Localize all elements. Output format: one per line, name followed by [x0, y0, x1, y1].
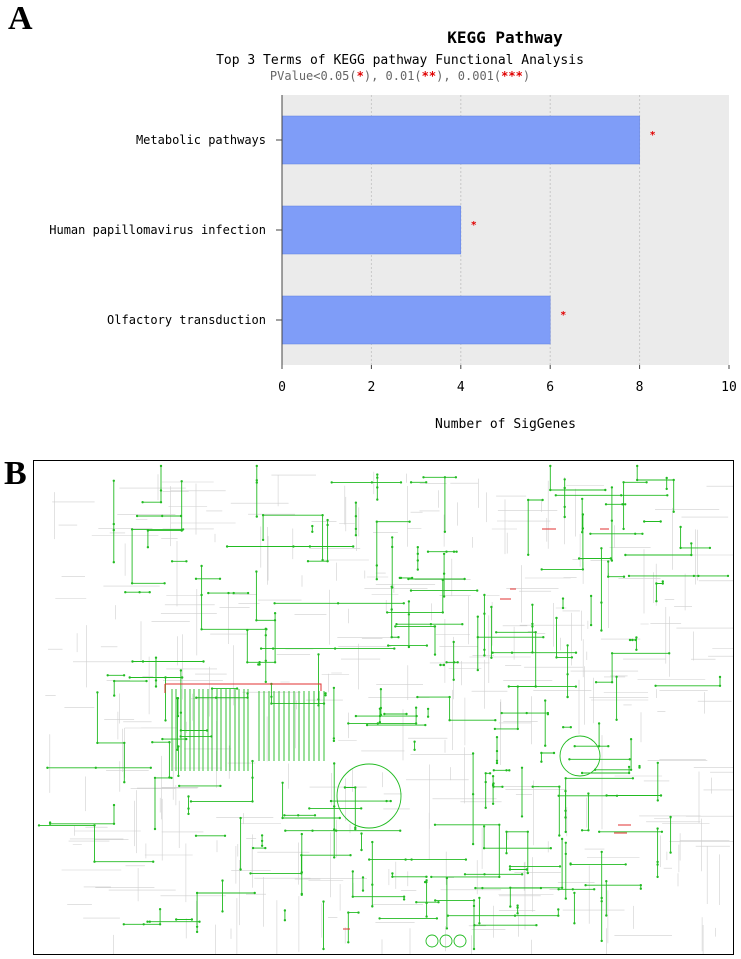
category-label: Olfactory transduction [107, 313, 266, 327]
pathway-network [37, 464, 733, 954]
bar [281, 115, 640, 165]
cycle-circle [439, 934, 453, 948]
hit-network [164, 528, 631, 930]
x-tick-label: 10 [721, 380, 737, 395]
background-network [45, 471, 733, 954]
pvalue-mid-2: ), 0.001( [436, 69, 502, 83]
x-tick-label: 4 [457, 380, 465, 395]
highlighted-edges [39, 466, 728, 949]
pvalue-mid-1: ), 0.01( [363, 69, 422, 83]
highlighted-network [37, 464, 730, 951]
x-tick-label: 0 [278, 380, 286, 395]
significance-label: * [471, 220, 477, 231]
x-tick-label: 2 [367, 380, 375, 395]
bar [281, 205, 462, 255]
pvalue-suffix: ) [522, 69, 531, 83]
x-tick-label: 6 [546, 380, 554, 395]
cycle-circle [453, 934, 467, 948]
panel-label-a: A [8, 0, 33, 37]
cycle-circle [336, 763, 402, 829]
category-label: Metabolic pathways [136, 133, 266, 147]
x-tick-label: 8 [636, 380, 644, 395]
panel-label-b: B [4, 455, 27, 492]
chart-title: KEGG Pathway [447, 28, 563, 47]
background-edges [45, 471, 733, 954]
pvalue-star-1: * [356, 69, 364, 83]
bar [281, 295, 551, 345]
cycle-circle [559, 735, 601, 777]
kegg-pathway-map [33, 460, 734, 955]
pvalue-star-2: ** [421, 69, 437, 83]
significance-label: * [650, 130, 656, 141]
hit-edges [164, 528, 631, 930]
x-axis-label: Number of SigGenes [435, 417, 576, 432]
chart-subtitle: Top 3 Terms of KEGG pathway Functional A… [216, 53, 584, 68]
category-label: Human papillomavirus infection [49, 223, 266, 237]
pvalue-star-3: *** [501, 69, 523, 83]
cycle-circle [425, 934, 439, 948]
significance-label: * [560, 310, 566, 321]
highlighted-nodes [37, 464, 730, 951]
pvalue-legend: PValue<0.05(*), 0.01(**), 0.001(***) [10, 69, 741, 83]
pvalue-prefix: PValue<0.05( [269, 69, 357, 83]
kegg-bar-chart: Metabolic pathways * Human papillomavirus … [49, 95, 737, 432]
